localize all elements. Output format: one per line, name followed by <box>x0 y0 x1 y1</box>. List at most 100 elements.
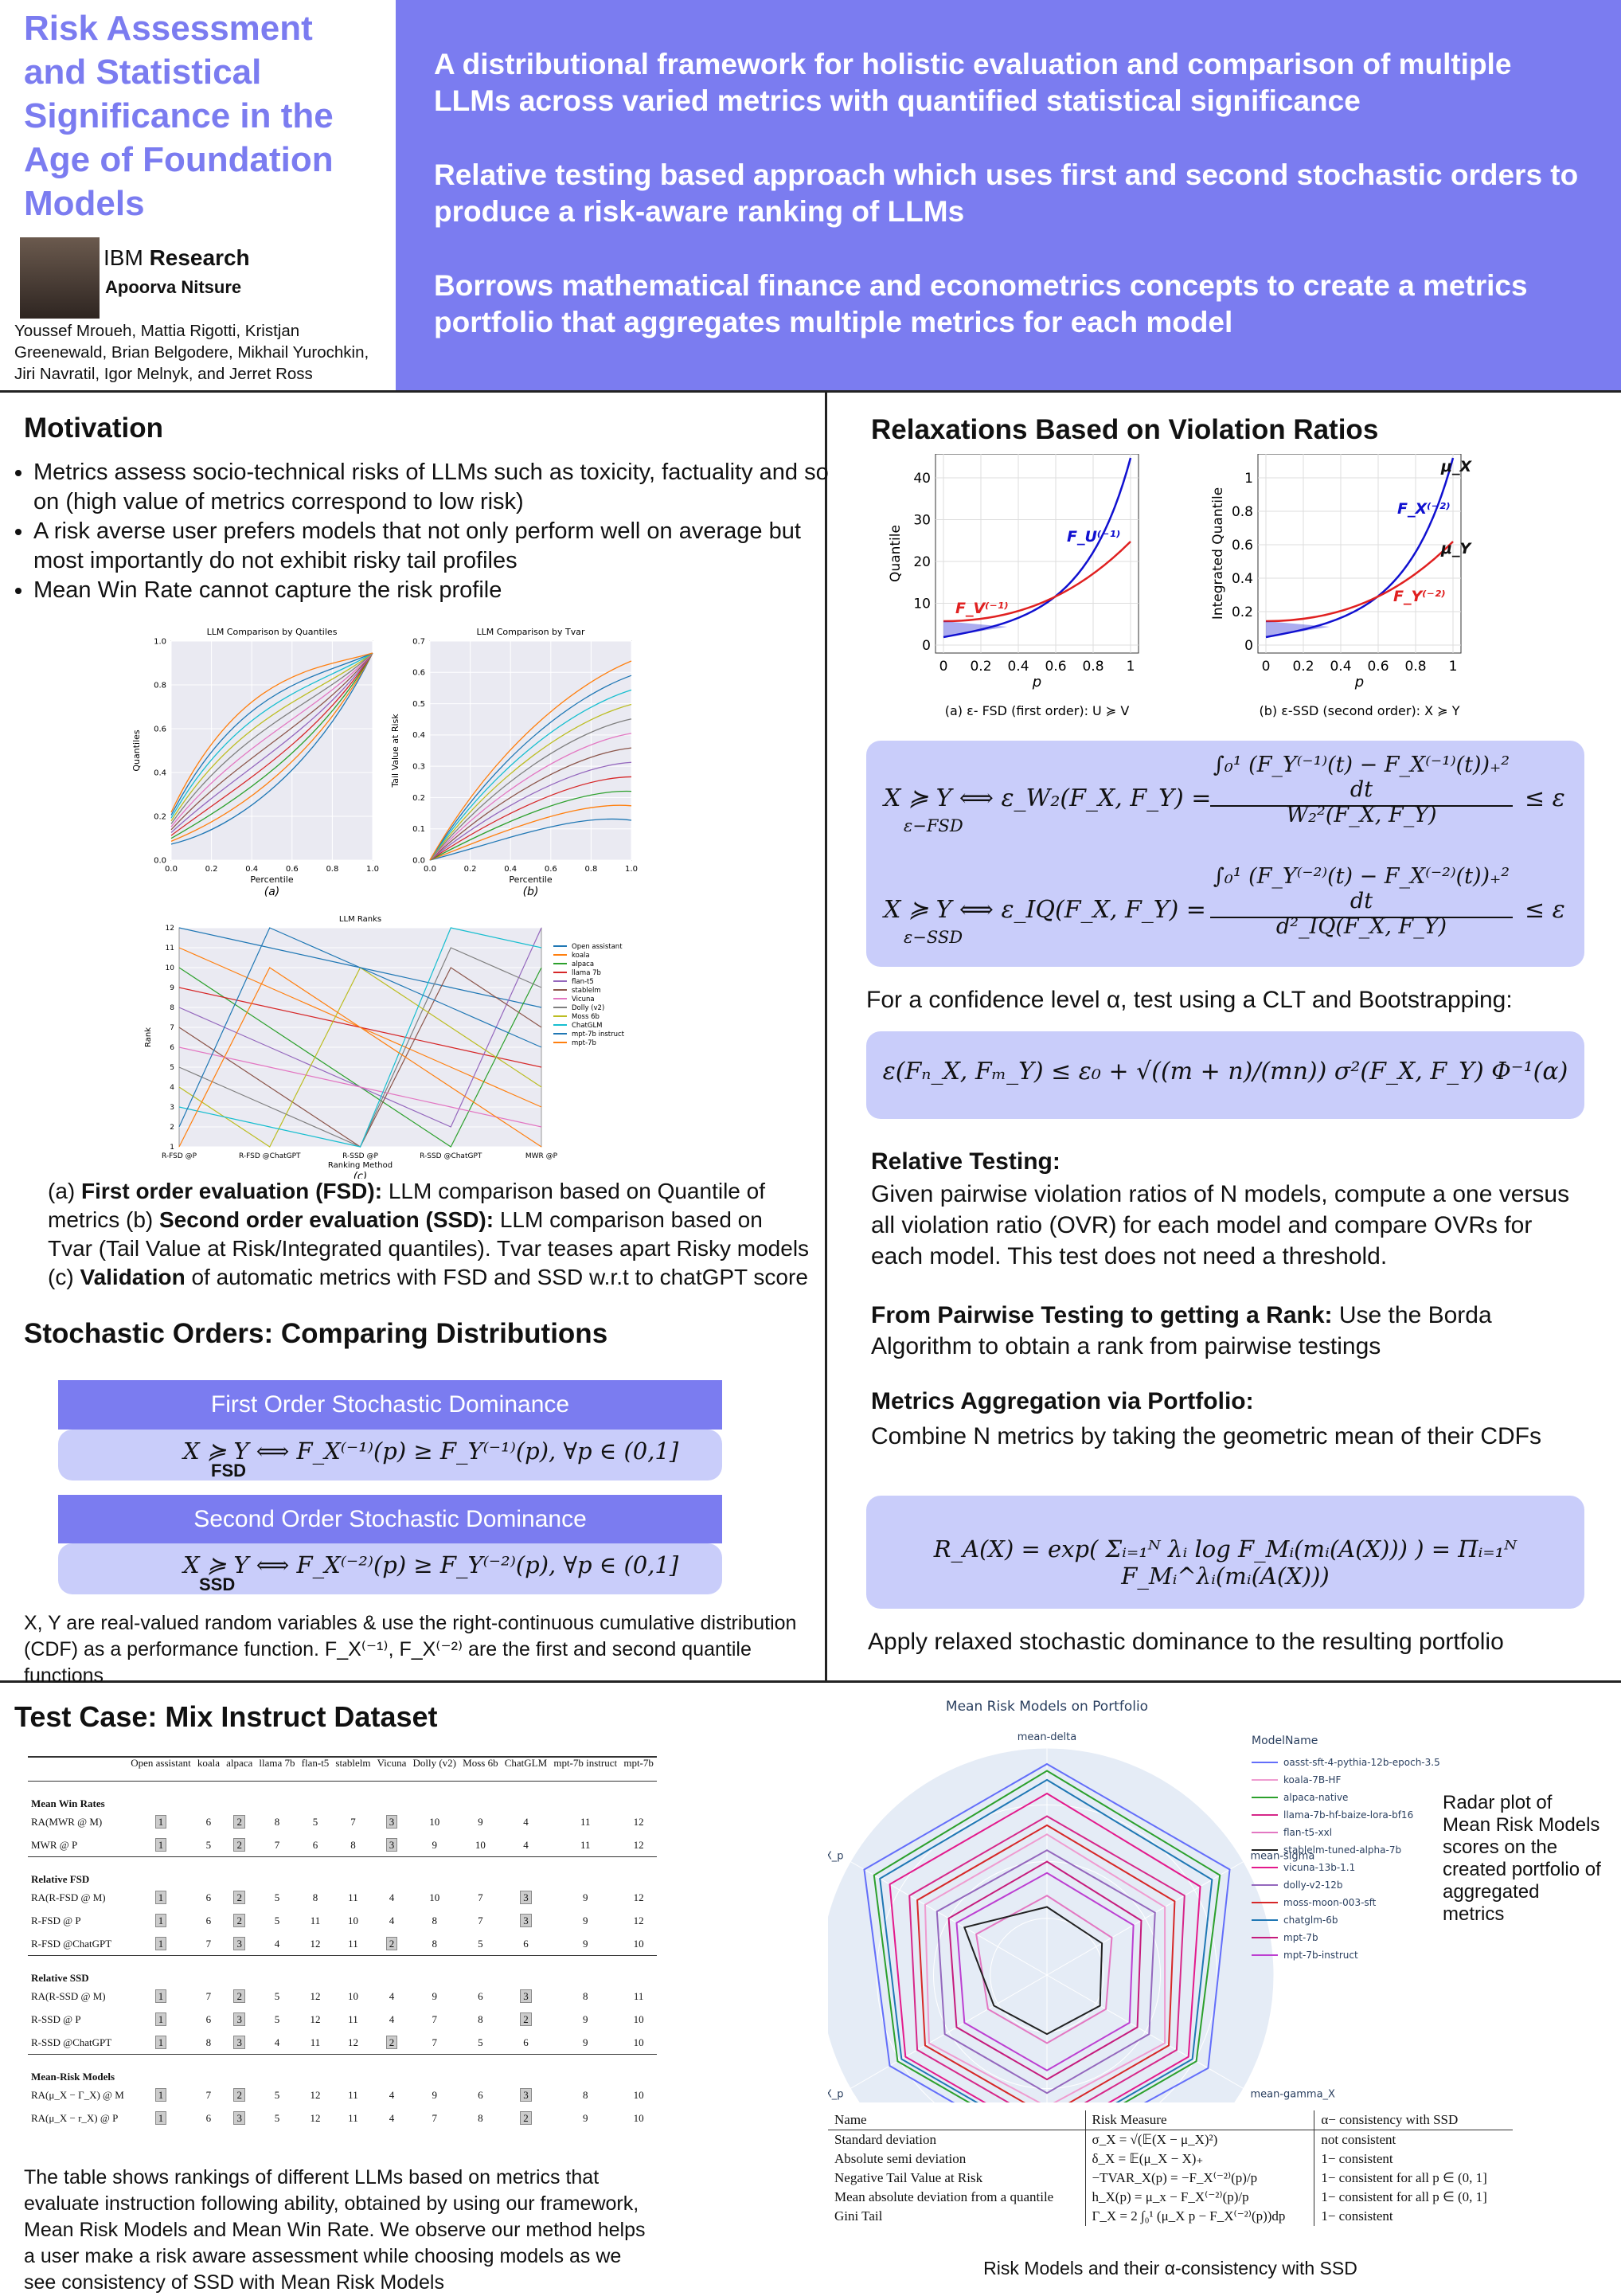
rank-table: Open assistant koala alpaca llama 7b flan-t5… <box>28 1756 657 2130</box>
y-tick-label: 0.0 <box>412 856 425 865</box>
bullets: Metrics assess socio-technical risks of … <box>0 458 838 605</box>
cell: 7 <box>194 1932 223 1956</box>
formula-den: d²_IQ(F_X, F_Y) <box>1275 914 1447 939</box>
rank-value: 5 <box>274 2012 280 2025</box>
y-tick-label: 40 <box>913 471 931 487</box>
x-tick-label: R-FSD @P <box>162 1152 197 1160</box>
cell: 8 <box>550 1985 620 2008</box>
cell: 8 <box>409 1932 459 1956</box>
rank-value: 3 <box>385 1837 398 1852</box>
y-label: Quantile <box>888 525 904 582</box>
chart-title: Mean Risk Models on Portfolio <box>946 1699 1148 1715</box>
radar-chart: Mean Risk Models on Portfolio mean-delta m… <box>828 1699 1440 2102</box>
rank-value: 12 <box>347 2036 358 2048</box>
table-row: Mean absolute deviation from a quantile h… <box>828 2188 1513 2207</box>
rank-value: 6 <box>478 1989 483 2002</box>
cell: 2 <box>502 2008 551 2031</box>
rank-value: 2 <box>385 2035 398 2049</box>
rank-value: 4 <box>389 1891 395 1903</box>
x-tick-label: 0.4 <box>245 865 258 874</box>
legend-label: mpt-7b instruct <box>572 1031 625 1038</box>
formula-sub: SSD <box>199 1574 236 1594</box>
rank-value: 9 <box>582 2012 588 2025</box>
y-tick-label: 0 <box>1244 638 1253 654</box>
cell: 12 <box>620 1886 657 1909</box>
cell: 5 <box>256 2106 298 2130</box>
subheading: Metrics Aggregation via Portfolio: <box>871 1388 1254 1414</box>
rank-value: 11 <box>348 1891 358 1903</box>
cell: 7 <box>409 2008 459 2031</box>
cell: 6 <box>194 2008 223 2031</box>
curve <box>170 652 373 824</box>
cell: 11 <box>299 1909 333 1932</box>
y-tick-label: 0.5 <box>412 700 425 709</box>
formula-box <box>866 1031 1584 1119</box>
legend-label: stablelm-tuned-alpha-7b <box>1283 1844 1401 1856</box>
cell: 11 <box>332 2083 373 2106</box>
cell: 5 <box>256 1886 298 1909</box>
rank-value: 4 <box>389 1914 395 1926</box>
plot-title: LLM Comparison by Tvar <box>476 627 585 637</box>
org-research: Research <box>149 245 250 270</box>
table-row: RA(R-SSD @ M) 1 7 2 5 12 10 4 9 6 3 8 11 <box>28 1985 657 2008</box>
header-cell: flan-t5 <box>301 1757 330 1769</box>
radar-bg <box>828 1748 1274 2102</box>
rank-value: 2 <box>233 1890 245 1904</box>
x-label: Ranking Method <box>328 1161 393 1170</box>
cell: 9 <box>550 2031 620 2055</box>
table-row: R-SSD @ P 1 6 3 5 12 11 4 7 8 2 9 10 <box>28 2008 657 2031</box>
sub-label: (a) <box>264 886 280 898</box>
cell: 2 <box>223 1985 256 2008</box>
y-tick-label: 30 <box>913 513 931 529</box>
rank-value: 5 <box>478 2036 483 2048</box>
curve-label: F_X⁽⁻²⁾ <box>1397 500 1450 518</box>
curve <box>429 733 632 861</box>
x-tick-label: 0.6 <box>1367 659 1389 675</box>
rank-value: 4 <box>389 2111 395 2124</box>
y-tick-label: 1 <box>170 1144 174 1152</box>
caption-part: LLM comparison based on Tvar (Tail Value… <box>48 1207 810 1289</box>
cell: 10 <box>620 2083 657 2106</box>
cell: 1 <box>127 1810 194 1833</box>
x-label: Percentile <box>250 874 294 885</box>
y-tick-label: 0.8 <box>1232 504 1253 520</box>
rank-value: 8 <box>582 1989 588 2002</box>
cell: 8 <box>459 2106 502 2130</box>
formula-num: ∫₀¹ (F_Y⁽⁻¹⁾(t) − F_X⁽⁻¹⁾(t))₊² dt <box>1210 753 1513 807</box>
rank-value: 4 <box>523 1815 529 1828</box>
cell: 1 <box>127 2083 194 2106</box>
sub-label: (c) <box>353 1171 367 1179</box>
table-row: RA(μ_X − r_X) @ P 1 6 3 5 12 11 4 7 8 2 9 10 <box>28 2106 657 2130</box>
rank-value: 6 <box>205 1914 212 1926</box>
x-tick-label: 0.8 <box>1404 659 1426 675</box>
table-row: Gini Tail Γ_X = 2 ∫₀¹ (μ_X p − F_X⁽⁻²⁾(p)… <box>828 2207 1513 2226</box>
curve <box>170 652 373 816</box>
header-cell: ChatGLM <box>504 1757 548 1769</box>
cell: 1 <box>127 1886 194 1909</box>
cell: 9 <box>409 1985 459 2008</box>
curve <box>170 652 373 836</box>
cell: 12 <box>332 2031 373 2055</box>
curve-label: F_Y⁽⁻²⁾ <box>1393 588 1446 605</box>
header-cell: Open assistant <box>131 1757 191 1769</box>
cell: 3 <box>502 1909 551 1932</box>
rank-value: 1 <box>154 1989 167 2003</box>
cell: 3 <box>502 1985 551 2008</box>
x-tick-label: 0.0 <box>424 865 436 874</box>
cell: 1− consistent for all p ∈ (0, 1] <box>1314 2188 1513 2207</box>
rank-value: 2 <box>520 2012 532 2026</box>
cell: 3 <box>502 2083 551 2106</box>
y-tick-label: 2 <box>170 1124 174 1132</box>
curve <box>429 689 632 861</box>
y-tick-label: 20 <box>913 554 931 570</box>
header-cell: Dolly (v2) <box>412 1757 456 1769</box>
header-cell: Risk Measure <box>1084 2110 1314 2130</box>
y-tick-label: 6 <box>170 1044 174 1052</box>
radar-series <box>955 1872 1135 2071</box>
x-label: Percentile <box>509 874 553 885</box>
cell: 8 <box>256 1810 298 1833</box>
header-cell: mpt-7b <box>623 1757 654 1769</box>
risk-caption: Risk Models and their α-consistency with… <box>983 2258 1357 2278</box>
sub-label: (b) <box>523 886 539 898</box>
rank-value: 8 <box>350 1838 356 1851</box>
